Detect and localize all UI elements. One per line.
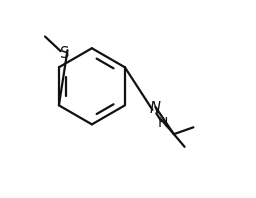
Text: H: H [158, 116, 168, 130]
Text: N: N [150, 101, 161, 116]
Text: S: S [60, 46, 69, 61]
